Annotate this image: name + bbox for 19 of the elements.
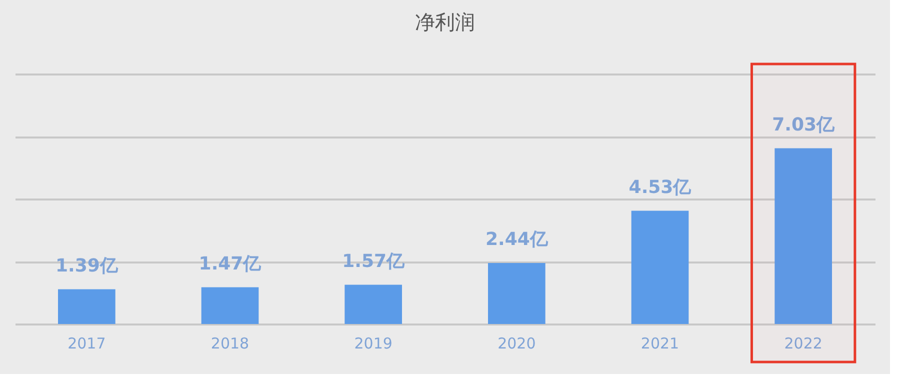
data-label: 1.39亿 — [55, 255, 119, 276]
bar — [631, 210, 689, 324]
x-tick-label: 2019 — [354, 334, 392, 352]
x-tick-label: 2017 — [68, 334, 106, 352]
x-tick-label: 2022 — [784, 334, 822, 352]
data-label: 1.47亿 — [198, 253, 262, 274]
data-label: 4.53亿 — [628, 176, 692, 198]
bar — [488, 263, 546, 324]
data-label: 7.03亿 — [772, 114, 836, 136]
data-label: 2.44亿 — [485, 229, 549, 250]
bar — [344, 284, 402, 324]
bar — [201, 287, 259, 324]
chart-title: 净利润 — [415, 10, 475, 34]
x-tick-label: 2021 — [640, 334, 680, 352]
x-tick-label: 2018 — [210, 334, 250, 352]
x-tick-label: 2020 — [498, 334, 536, 352]
bar — [774, 148, 832, 324]
data-label: 1.57亿 — [342, 250, 406, 272]
bar — [58, 289, 116, 324]
